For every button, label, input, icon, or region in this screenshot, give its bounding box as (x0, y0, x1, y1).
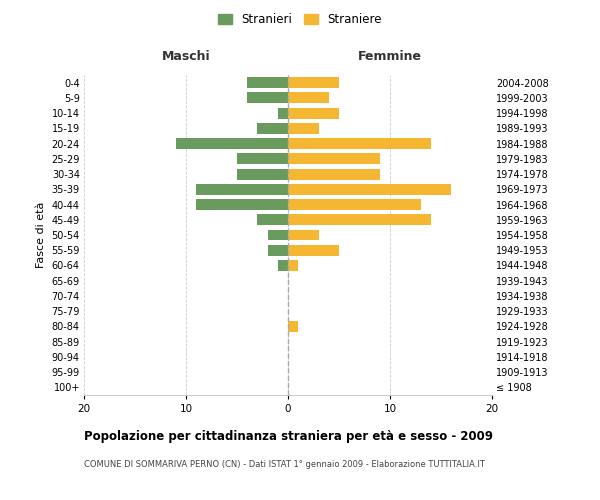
Bar (257, 123, 288, 134)
Bar (288, 214, 431, 225)
Bar (278, 260, 288, 271)
Bar (288, 123, 319, 134)
Bar (247, 77, 288, 88)
Bar (257, 214, 288, 225)
Bar (237, 154, 288, 164)
Legend: Stranieri, Straniere: Stranieri, Straniere (213, 8, 387, 31)
Bar (176, 138, 288, 149)
Bar (288, 184, 451, 195)
Bar (288, 321, 298, 332)
Bar (247, 92, 288, 104)
Bar (288, 168, 380, 179)
Y-axis label: Fasce di età: Fasce di età (36, 202, 46, 268)
Bar (278, 108, 288, 118)
Bar (196, 199, 288, 210)
Bar (288, 199, 421, 210)
Bar (288, 138, 431, 149)
Bar (288, 92, 329, 104)
Bar (237, 168, 288, 179)
Text: Popolazione per cittadinanza straniera per età e sesso - 2009: Popolazione per cittadinanza straniera p… (84, 430, 493, 443)
Bar (288, 230, 319, 240)
Bar (268, 245, 288, 256)
Bar (288, 245, 339, 256)
Text: Femmine: Femmine (358, 50, 422, 62)
Text: COMUNE DI SOMMARIVA PERNO (CN) - Dati ISTAT 1° gennaio 2009 - Elaborazione TUTTI: COMUNE DI SOMMARIVA PERNO (CN) - Dati IS… (84, 460, 485, 469)
Text: Maschi: Maschi (161, 50, 211, 62)
Bar (288, 260, 298, 271)
Bar (288, 154, 380, 164)
Bar (288, 77, 339, 88)
Bar (196, 184, 288, 195)
Bar (288, 108, 339, 118)
Bar (268, 230, 288, 240)
